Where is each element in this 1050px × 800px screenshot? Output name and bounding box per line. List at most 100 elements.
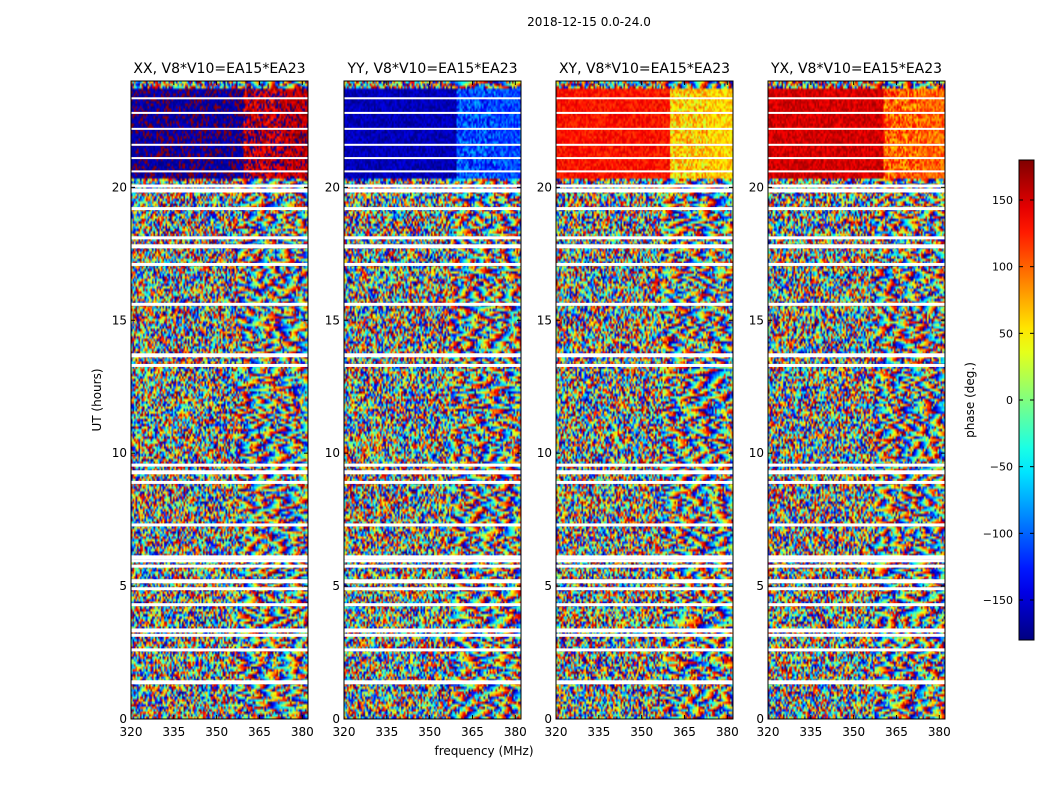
flagged-row (768, 353, 945, 358)
panel-yy: YY, V8*V10=EA15*EA23 320 335 350 365 380 0 5 10 1… (325, 61, 527, 739)
panel-frame (555, 80, 734, 720)
x-tick-label: 335 (799, 725, 822, 739)
flagged-row (768, 480, 945, 484)
panel-frame (343, 80, 522, 720)
flagged-row (768, 680, 945, 685)
flagged-row (556, 363, 733, 367)
flagged-row (768, 170, 945, 173)
y-tick-label: 15 (112, 313, 127, 327)
y-tick-label: 15 (325, 313, 340, 327)
flagged-row (131, 648, 308, 652)
flagged-row (556, 579, 733, 584)
flagged-row (344, 143, 521, 146)
y-tick-label: 5 (544, 579, 552, 593)
x-tick-label: 335 (587, 725, 610, 739)
panels: XX, V8*V10=EA15*EA23 320 335 350 365 380 0 5 10 1… (112, 61, 951, 739)
y-tick-label: 0 (756, 712, 764, 726)
flagged-row (131, 170, 308, 173)
flagged-row (556, 262, 733, 266)
flagged-row (556, 127, 733, 130)
flagged-row (131, 579, 308, 584)
panel-frame (130, 80, 309, 720)
flagged-row (768, 127, 945, 130)
flagged-row (344, 633, 521, 637)
flagged-row (768, 564, 945, 568)
flagged-row (768, 302, 945, 306)
flagged-row (768, 184, 945, 188)
colorbar-tick-label: 150 (992, 194, 1013, 207)
flagged-row (344, 170, 521, 173)
flagged-row (131, 680, 308, 685)
flagged-row (556, 470, 733, 475)
flagged-row (131, 157, 308, 160)
x-tick-label: 350 (418, 725, 441, 739)
flagged-row (344, 262, 521, 266)
y-tick-label: 5 (332, 579, 340, 593)
flagged-row (131, 127, 308, 130)
flagged-row (556, 564, 733, 568)
flagged-row (556, 648, 733, 652)
flagged-row (768, 97, 945, 100)
flagged-row (556, 628, 733, 633)
flagged-row (131, 555, 308, 560)
flagged-row (768, 157, 945, 160)
panel-frame (767, 80, 946, 720)
panel-xx: XX, V8*V10=EA15*EA23 320 335 350 365 380 0 5 10 1… (112, 61, 314, 739)
x-tick-label: 380 (504, 725, 527, 739)
flagged-row (131, 302, 308, 306)
y-tick-label: 10 (112, 446, 127, 460)
flagged-row (131, 633, 308, 637)
flagged-row (344, 463, 521, 467)
x-tick-label: 320 (757, 725, 780, 739)
flagged-row (556, 555, 733, 560)
y-tick-label: 0 (119, 712, 127, 726)
flagged-row (344, 363, 521, 367)
flagged-row (131, 111, 308, 114)
flagged-row (131, 564, 308, 568)
flagged-row (556, 170, 733, 173)
flagged-row (344, 523, 521, 527)
flagged-row (768, 555, 945, 560)
flagged-row (556, 111, 733, 114)
flagged-row (768, 587, 945, 591)
flagged-row (556, 97, 733, 100)
flagged-row (131, 463, 308, 467)
flagged-row (556, 184, 733, 188)
flagged-row (344, 680, 521, 685)
flagged-row (344, 587, 521, 591)
flagged-row (131, 143, 308, 146)
x-tick-label: 365 (885, 725, 908, 739)
phase-heatmap (556, 81, 733, 719)
flagged-row (768, 463, 945, 467)
flagged-row (768, 188, 945, 193)
x-tick-label: 380 (716, 725, 739, 739)
flagged-row (344, 302, 521, 306)
panel-title: YX, V8*V10=EA15*EA23 (770, 61, 942, 77)
y-tick-label: 5 (119, 579, 127, 593)
x-tick-label: 335 (375, 725, 398, 739)
flagged-row (768, 143, 945, 146)
flagged-row (344, 244, 521, 249)
x-tick-label: 335 (162, 725, 185, 739)
flagged-row (556, 633, 733, 637)
x-tick-label: 320 (120, 725, 143, 739)
phase-heatmap (344, 81, 521, 719)
x-tick-label: 365 (673, 725, 696, 739)
x-tick-label: 380 (291, 725, 314, 739)
flagged-row (344, 207, 521, 211)
flagged-row (344, 564, 521, 568)
flagged-row (131, 603, 308, 607)
flagged-row (556, 353, 733, 358)
flagged-row (131, 188, 308, 193)
flagged-row (344, 579, 521, 584)
flagged-row (768, 559, 945, 563)
flagged-row (344, 111, 521, 114)
y-axis-label: UT (hours) (90, 368, 104, 431)
y-tick-label: 20 (112, 180, 127, 194)
flagged-row (556, 157, 733, 160)
y-tick-label: 5 (756, 579, 764, 593)
flagged-row (131, 207, 308, 211)
flagged-row (131, 353, 308, 358)
flagged-row (768, 111, 945, 114)
